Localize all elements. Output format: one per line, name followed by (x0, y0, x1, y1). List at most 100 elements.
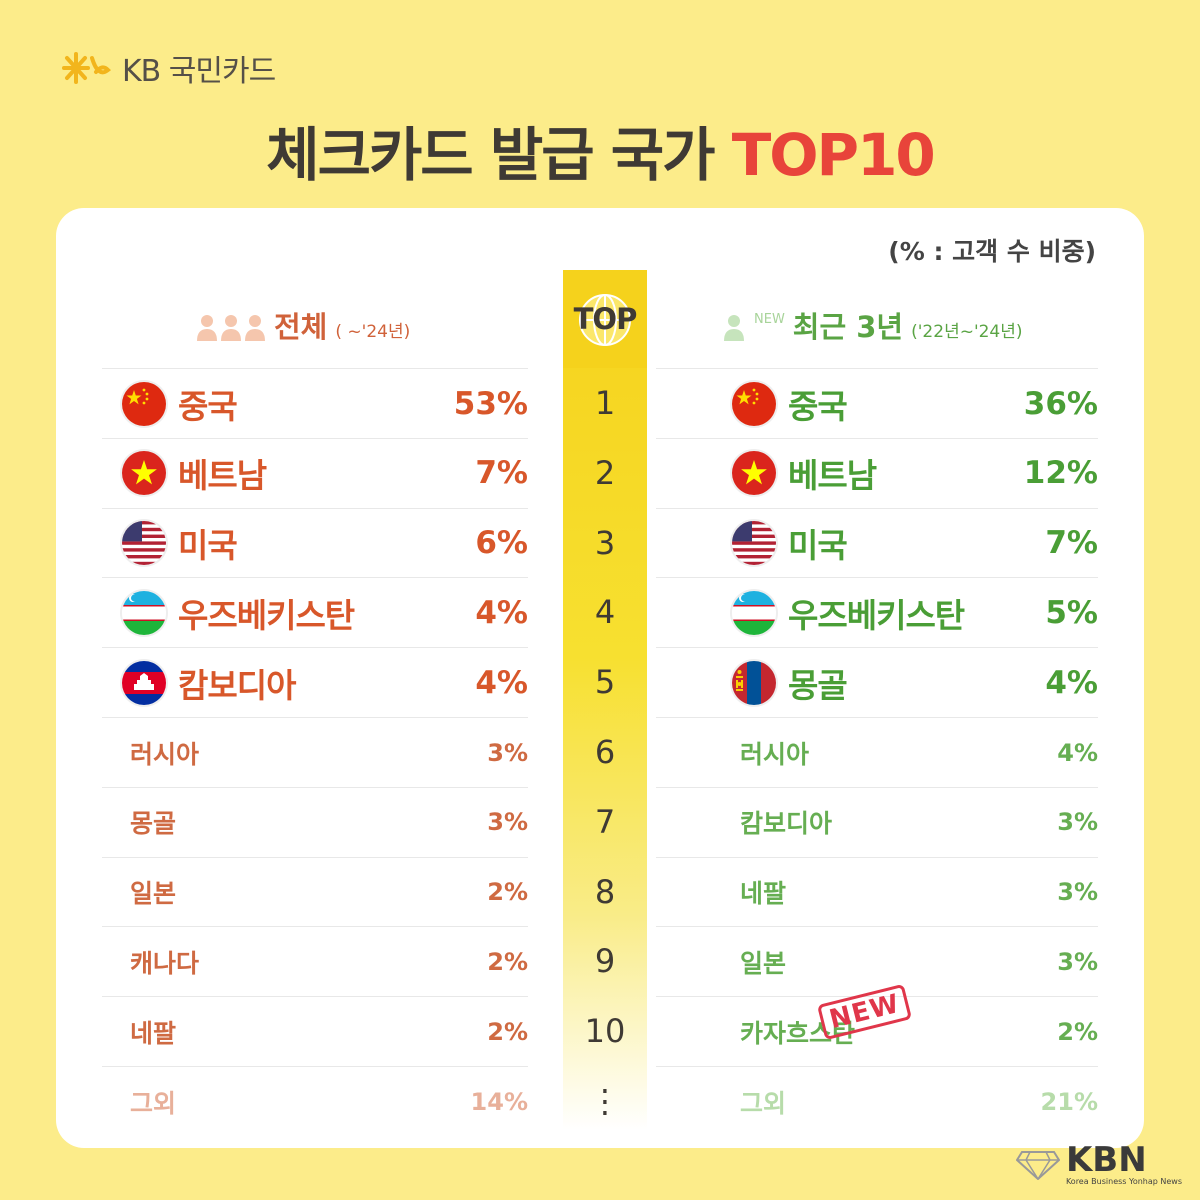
country-name: 러시아 (740, 739, 810, 769)
top-rank-column (563, 270, 647, 1130)
top-rank-header: TOP (563, 270, 647, 368)
kbn-logo-text: KBN (1065, 1140, 1147, 1180)
rank-number: ⋮ (589, 1082, 621, 1120)
left-header-label: 전체 (274, 310, 328, 344)
kbn-watermark: KBN Korea Business Yonhap News (1015, 1140, 1182, 1186)
right-header-period: ('22년~'24년) (911, 322, 1023, 342)
china-flag-icon (122, 381, 166, 426)
share-percent: 2% (487, 1017, 528, 1046)
share-percent: 5% (1045, 594, 1098, 631)
right-table-row: 일본 3% (656, 926, 1098, 996)
right-table-row: 카자흐스탄 2% (656, 996, 1098, 1066)
share-percent: 4% (1057, 738, 1098, 767)
rank-number: 10 (584, 1012, 626, 1051)
vietnam-flag-icon (732, 451, 776, 496)
rank-number: 2 (594, 453, 616, 492)
usa-flag-icon (122, 521, 166, 566)
country-name: 몽골 (788, 665, 848, 705)
page-title: 체크카드 발급 국가 TOP10 (0, 108, 1200, 192)
diamond-icon (1015, 1150, 1060, 1180)
right-table-row: 네팔 3% (656, 856, 1098, 927)
share-percent: 2% (487, 878, 528, 907)
country-name: 일본 (130, 879, 177, 909)
ranking-card: (% : 고객 수 비중) TOP 전체 ( ~'24년) (56, 208, 1144, 1148)
share-percent: 6% (475, 525, 528, 562)
share-percent: 3% (487, 808, 528, 837)
country-name: 카자흐스탄 (740, 1018, 856, 1048)
uzbekistan-flag-icon (122, 590, 166, 635)
right-header-label: 최근 3년 (792, 310, 904, 344)
country-name: 그외 (130, 1088, 177, 1118)
country-name: 미국 (788, 526, 848, 566)
country-name: 미국 (178, 526, 238, 566)
left-table-row: 일본 2% (102, 856, 528, 927)
people-group-icon (196, 313, 266, 343)
left-header-period: ( ~'24년) (335, 322, 411, 342)
country-name: 일본 (740, 948, 787, 978)
share-percent: 3% (1057, 947, 1098, 976)
unit-note: (% : 고객 수 비중) (888, 237, 1096, 266)
country-name: 우즈베키스탄 (788, 595, 965, 635)
right-table-row: 그외 21% (656, 1066, 1098, 1136)
kb-logo: KB 국민카드 (62, 46, 276, 90)
china-flag-icon (732, 381, 776, 426)
rank-number: 8 (594, 872, 616, 911)
share-percent: 53% (453, 385, 528, 422)
kbn-subtitle: Korea Business Yonhap News (1065, 1177, 1182, 1186)
country-name: 네팔 (740, 879, 787, 909)
globe-icon (579, 294, 631, 346)
left-table-row: 네팔 2% (102, 996, 528, 1066)
mongolia-flag-icon (732, 660, 776, 705)
country-name: 중국 (178, 386, 238, 426)
left-table-row: 우즈베키스탄 4% (102, 577, 528, 647)
right-table-row: 중국 36% (656, 368, 1098, 438)
cambodia-flag-icon (122, 660, 166, 705)
country-name: 우즈베키스탄 (178, 595, 355, 635)
uzbekistan-flag-icon (732, 590, 776, 635)
rank-number: 3 (594, 523, 616, 562)
share-percent: 3% (1057, 808, 1098, 837)
rank-number: 6 (594, 733, 616, 771)
country-name: 베트남 (178, 456, 267, 496)
share-percent: 2% (487, 947, 528, 976)
left-table-row: 러시아 3% (102, 717, 528, 787)
share-percent: 4% (475, 594, 528, 631)
usa-flag-icon (732, 521, 776, 566)
share-percent: 7% (1045, 525, 1098, 562)
title-accent: TOP10 (731, 121, 936, 189)
rank-number: 9 (594, 942, 616, 981)
brand-name: KB 국민카드 (122, 54, 276, 89)
country-name: 중국 (788, 386, 848, 426)
country-name: 네팔 (130, 1018, 177, 1048)
left-table-row: 베트남 7% (102, 437, 528, 508)
right-table-row: 미국 7% (656, 507, 1098, 578)
new-superscript: NEW (754, 312, 785, 327)
right-table-row: 베트남 12% (656, 437, 1098, 508)
share-percent: 3% (1057, 878, 1098, 907)
right-table-row: 러시아 4% (656, 717, 1098, 787)
left-table-row: 미국 6% (102, 507, 528, 578)
country-name: 베트남 (788, 456, 877, 496)
kb-star-icon (62, 52, 111, 84)
rank-number: 5 (594, 663, 616, 702)
share-percent: 4% (475, 664, 528, 701)
share-percent: 36% (1023, 385, 1098, 422)
rank-number: 1 (594, 384, 616, 422)
title-main: 체크카드 발급 국가 (266, 121, 732, 189)
share-percent: 21% (1040, 1087, 1098, 1116)
share-percent: 4% (1045, 664, 1098, 701)
share-percent: 3% (487, 738, 528, 767)
person-icon (722, 313, 746, 343)
left-table-row: 캐나다 2% (102, 926, 528, 996)
share-percent: 14% (470, 1087, 528, 1116)
country-name: 캄보디아 (178, 665, 296, 705)
share-percent: 12% (1023, 455, 1098, 492)
top-label: TOP (573, 302, 638, 336)
right-table-row: 우즈베키스탄 5% (656, 577, 1098, 647)
rank-number: 7 (594, 802, 616, 841)
left-table-row: 그외 14% (102, 1066, 528, 1136)
share-percent: 2% (1057, 1017, 1098, 1046)
vietnam-flag-icon (122, 451, 166, 496)
rank-number: 4 (594, 593, 616, 632)
right-column-header: NEW 최근 3년 ('22년~'24년) (722, 304, 1023, 346)
